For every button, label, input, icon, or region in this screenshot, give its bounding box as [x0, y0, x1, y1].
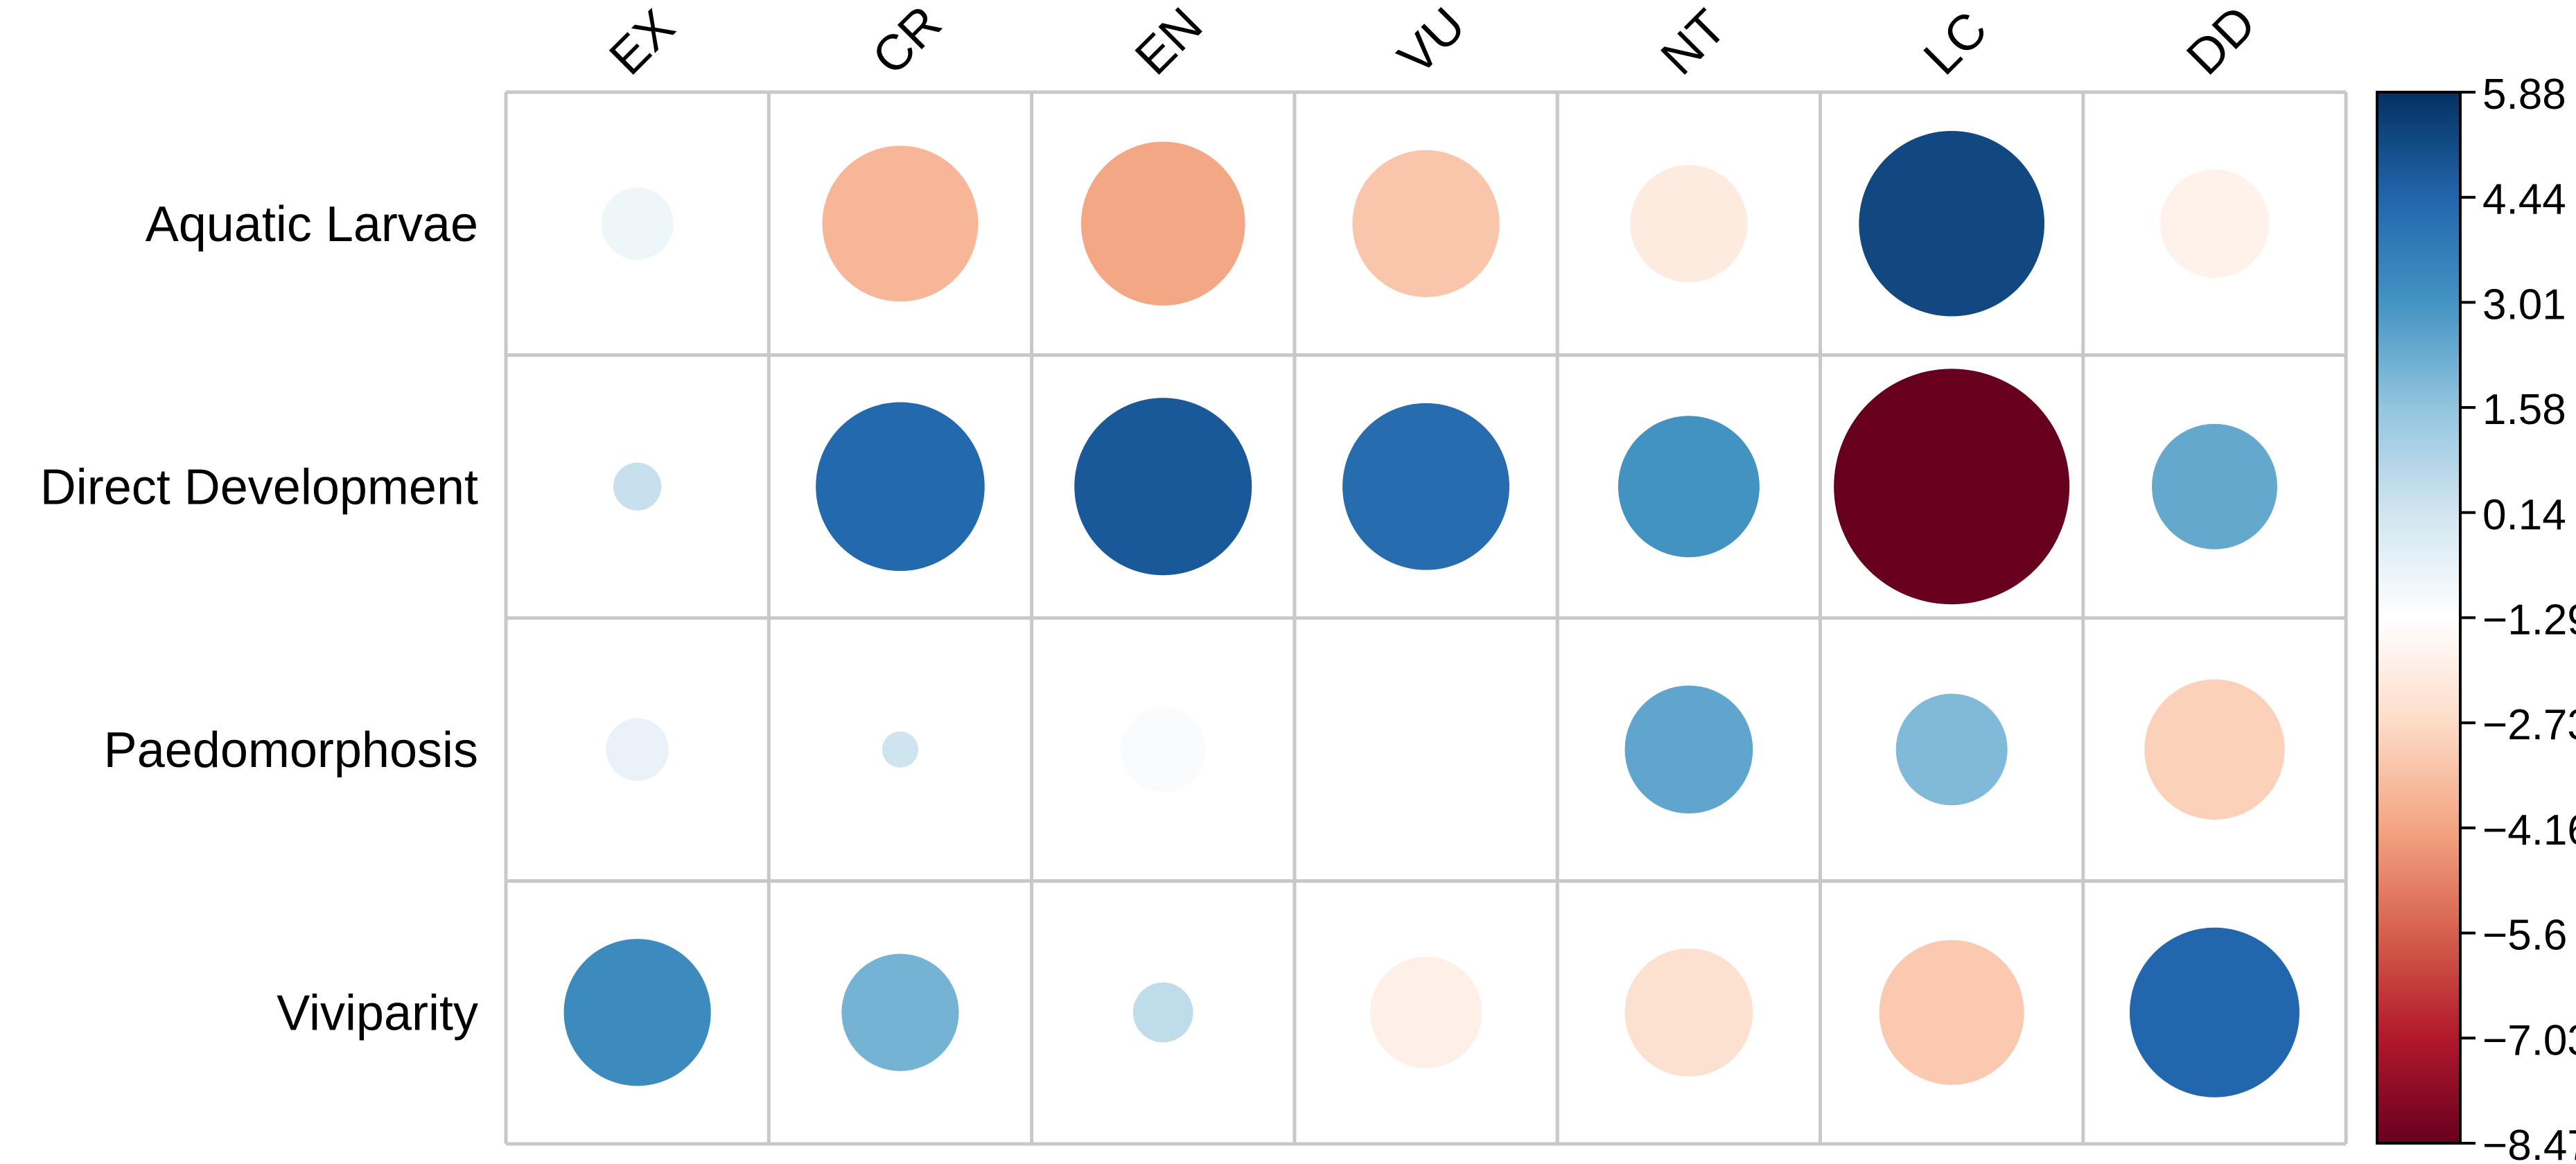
- color-legend-tick-label: 5.88: [2482, 71, 2566, 118]
- correlation-circle: [1624, 948, 1753, 1077]
- correlation-circle: [1618, 416, 1760, 558]
- correlation-circle: [822, 146, 979, 302]
- correlation-circle: [841, 953, 959, 1071]
- color-legend-tick-label: 1.58: [2482, 386, 2566, 434]
- correlation-circle: [1379, 703, 1473, 796]
- circle-layer: [563, 130, 2299, 1097]
- correlation-circle: [1630, 165, 1748, 283]
- row-label: Direct Development: [40, 459, 478, 515]
- correlation-circle: [882, 731, 919, 768]
- column-label: EN: [1125, 0, 1213, 85]
- correlation-circle: [1895, 694, 2008, 806]
- color-legend-tick-label: −2.73: [2482, 701, 2576, 749]
- correlation-circle: [1834, 369, 2070, 605]
- correlation-circle: [2151, 423, 2277, 549]
- correlation-circle: [1879, 940, 2024, 1085]
- column-label: LC: [1913, 1, 1998, 86]
- color-legend-bar: [2376, 91, 2462, 1145]
- color-legend-tick-label: −8.47: [2482, 1122, 2576, 1164]
- color-legend-tick-label: 4.44: [2482, 176, 2566, 224]
- correlation-circle: [563, 939, 711, 1086]
- color-legend-tick-label: −4.16: [2482, 806, 2576, 854]
- color-legend-tick-label: −7.03: [2482, 1016, 2576, 1064]
- correlation-circle: [606, 718, 669, 781]
- correlation-circle: [1342, 403, 1509, 570]
- correlation-circle: [1080, 141, 1245, 306]
- correlation-circle: [1120, 707, 1206, 793]
- color-legend: 5.88 4.44 3.01 1.58 0.14 −1.29 −2.73 −4.16 −5.6 −…: [2376, 71, 2576, 1164]
- correlation-circle: [1370, 956, 1482, 1068]
- row-label: Paedomorphosis: [104, 723, 478, 778]
- correlation-circle: [1132, 982, 1193, 1043]
- grid-layer: [504, 90, 2348, 1146]
- correlation-circle: [1624, 685, 1753, 814]
- column-label: EX: [599, 0, 685, 85]
- row-labels: Aquatic Larvae Direct Development Paedomor…: [40, 197, 478, 1041]
- correlation-circle: [2144, 679, 2285, 820]
- row-label: Aquatic Larvae: [146, 197, 478, 252]
- color-legend-tick-label: 3.01: [2482, 281, 2566, 328]
- correlation-circle: [2160, 169, 2269, 279]
- correlation-circle: [1074, 398, 1252, 576]
- correlation-circle: [601, 187, 674, 260]
- color-legend-tick-label: −5.6: [2482, 912, 2567, 960]
- column-label: NT: [1651, 0, 1737, 85]
- color-legend-tick-label: 0.14: [2482, 491, 2566, 539]
- correlation-circle: [1352, 150, 1500, 297]
- correlation-circle: [1859, 130, 2044, 317]
- column-label: CR: [862, 0, 952, 85]
- column-label: VU: [1387, 0, 1475, 85]
- correlation-circle: [613, 462, 662, 511]
- row-label: Viviparity: [277, 985, 478, 1041]
- color-legend-tick-label: −1.29: [2482, 597, 2576, 644]
- correlation-circle: [2129, 927, 2299, 1097]
- column-labels: EX CR EN VU NT LC DD: [599, 0, 2266, 85]
- correlation-circle: [816, 402, 985, 572]
- column-label: DD: [2176, 0, 2266, 85]
